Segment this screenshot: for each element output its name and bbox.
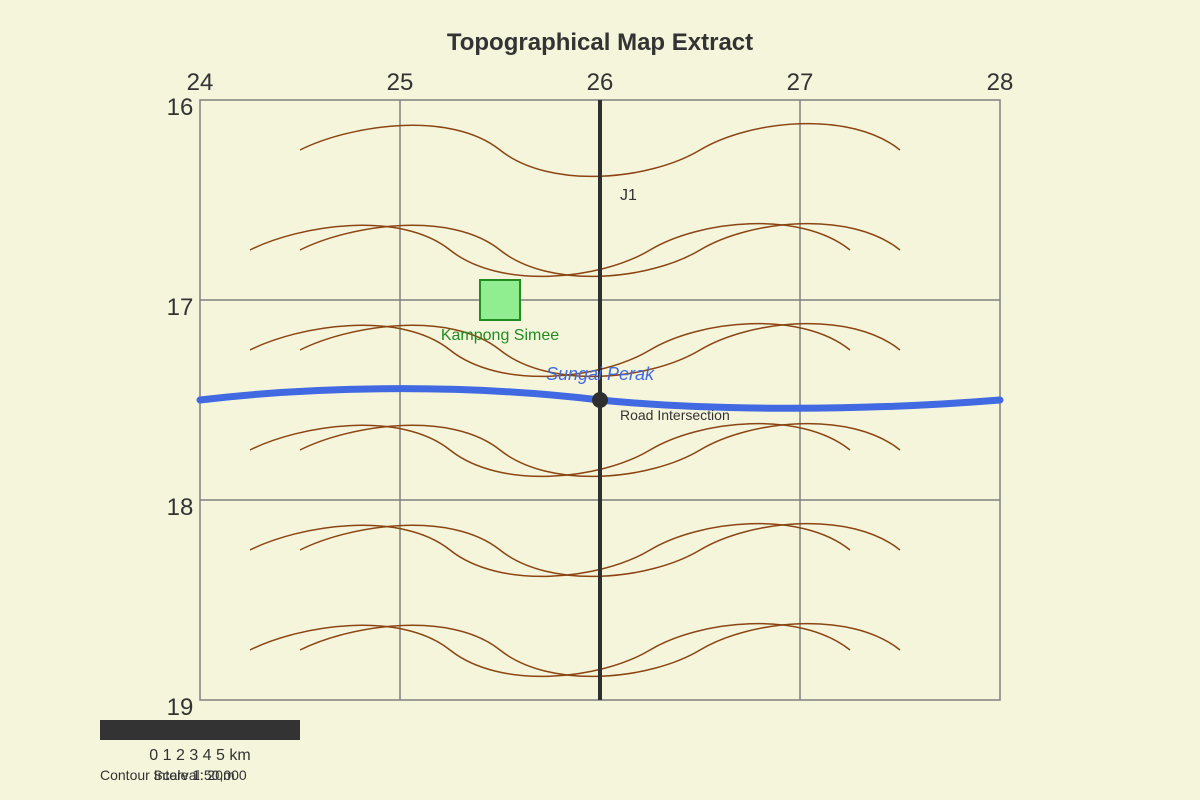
easting-label: 27 <box>787 69 814 96</box>
scale-bar-label: 0 1 2 3 4 5 km <box>149 747 250 764</box>
contour-line <box>249 622 851 678</box>
northing-labels: 16 17 18 19 <box>167 94 194 721</box>
intersection-label: Road Intersection <box>620 407 730 423</box>
scale-text: Scale 1:50,000 <box>153 767 247 783</box>
easting-label: 28 <box>987 69 1014 96</box>
contour-line <box>249 422 851 478</box>
northing-label: 17 <box>167 294 194 321</box>
contour-line <box>249 322 851 378</box>
map-title: Topographical Map Extract <box>447 29 753 56</box>
contour-line <box>249 522 851 578</box>
intersection-marker <box>592 392 608 408</box>
village-label: Kampong Simee <box>441 327 559 344</box>
northing-label: 16 <box>167 94 194 121</box>
easting-labels: 24 25 26 27 28 <box>187 69 1014 96</box>
easting-label: 25 <box>387 69 414 96</box>
contour-interval-text: Contour Interval: 20m <box>100 767 235 783</box>
scale-bar <box>100 720 300 740</box>
easting-label: 26 <box>587 69 614 96</box>
river-label: Sungai Perak <box>546 364 655 384</box>
northing-label: 18 <box>167 494 194 521</box>
easting-label: 24 <box>187 69 214 96</box>
northing-label: 19 <box>167 694 194 721</box>
village-marker <box>479 279 521 321</box>
contour-line <box>249 222 851 278</box>
junction-label: J1 <box>620 187 637 204</box>
